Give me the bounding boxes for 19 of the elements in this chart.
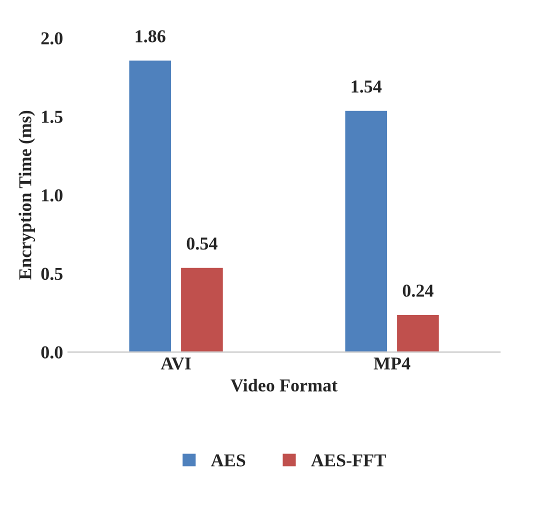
bar [396, 314, 440, 352]
bar [128, 59, 172, 352]
data-label: 1.54 [352, 80, 382, 93]
data-label: 1.86 [136, 30, 166, 42]
x-tick-label: MP4 [374, 358, 410, 370]
x-tick-label: AVI [160, 358, 191, 370]
y-tick-label: 1.5 [42, 110, 63, 123]
legend-label: AES-FFT [311, 454, 386, 466]
data-label: 0.24 [402, 284, 434, 297]
y-tick-label: 0.0 [41, 346, 62, 359]
y-tick-label: 1.0 [42, 189, 62, 202]
y-tick-label: 2.0 [41, 32, 62, 44]
y-tick-label: 0.5 [41, 268, 63, 280]
y-axis-title: Encryption Time (ms) [18, 110, 36, 280]
x-axis-title: Video Format [230, 378, 338, 392]
bar [344, 109, 388, 352]
legend-label: AES [210, 454, 246, 466]
data-label: 0.54 [186, 237, 218, 250]
bar [180, 266, 224, 352]
